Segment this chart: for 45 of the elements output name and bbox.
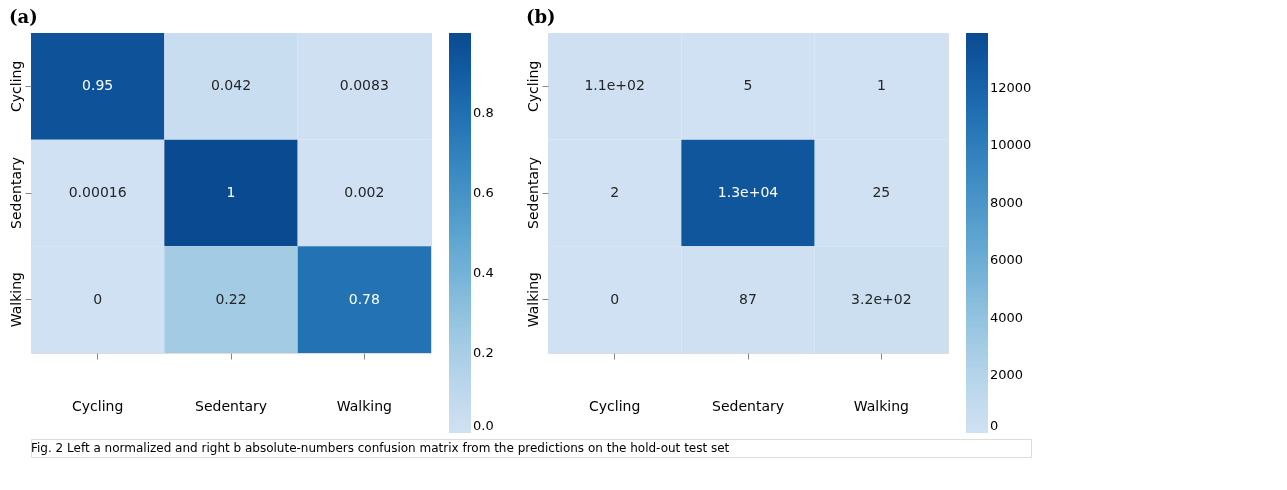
x-tick-label: Walking bbox=[336, 397, 392, 414]
data-label: 0.78 bbox=[348, 290, 380, 307]
y-tick-label: Sedentary bbox=[7, 157, 24, 229]
data-label: 0.002 bbox=[344, 184, 385, 200]
x-tick-label: Cycling bbox=[589, 397, 641, 414]
color-bar-label: 12000 bbox=[990, 79, 1032, 95]
data-label: 1 bbox=[876, 77, 886, 94]
color-bar-label: 2000 bbox=[990, 367, 1024, 383]
color-bar-label: 0 bbox=[990, 418, 999, 433]
y-tick-label: Cycling bbox=[7, 60, 24, 112]
color-bar-label: 4000 bbox=[990, 309, 1024, 325]
color-bar-label: 8000 bbox=[990, 194, 1024, 210]
y-tick-label: Walking bbox=[7, 272, 24, 328]
data-label: 0.0083 bbox=[339, 77, 389, 94]
color-bar-label: 6000 bbox=[990, 252, 1024, 268]
data-label: 0 bbox=[93, 290, 103, 307]
x-tick-label: Cycling bbox=[72, 397, 124, 414]
y-tick-label: Cycling bbox=[524, 60, 541, 112]
data-label: 1.3e+04 bbox=[717, 184, 779, 200]
x-tick-label: Sedentary bbox=[712, 397, 784, 414]
chart-title: (b) bbox=[526, 6, 556, 27]
data-label: 2 bbox=[610, 184, 620, 200]
color-bar-label: 0.8 bbox=[473, 105, 494, 120]
y-tick-label: Walking bbox=[524, 272, 541, 328]
color-bar-label: 0.0 bbox=[473, 418, 494, 433]
y-tick-label: Sedentary bbox=[524, 157, 541, 229]
color-bar-label: 0.2 bbox=[473, 345, 494, 360]
color-bar-label: 0.6 bbox=[473, 185, 494, 200]
chart-title: (a) bbox=[9, 6, 38, 27]
data-label: 3.2e+02 bbox=[851, 290, 912, 307]
data-label: 25 bbox=[872, 184, 891, 200]
data-label: 0 bbox=[610, 290, 620, 307]
x-tick-label: Walking bbox=[853, 397, 909, 414]
data-label: 87 bbox=[739, 290, 757, 307]
data-label: 1 bbox=[226, 184, 236, 200]
data-label: 0.22 bbox=[215, 290, 247, 307]
caption: Fig. 2 Left a normalized and right b absolute-numbers confusion matrix from the predictions on the hold-out test set bbox=[31, 441, 730, 455]
data-label: 5 bbox=[743, 77, 753, 94]
color-bar-label: 0.4 bbox=[473, 265, 494, 280]
data-label: 0.95 bbox=[82, 77, 114, 94]
data-label: 1.1e+02 bbox=[584, 77, 645, 94]
color-bar-label: 10000 bbox=[990, 137, 1032, 153]
data-label: 0.042 bbox=[210, 77, 252, 94]
x-tick-label: Sedentary bbox=[195, 397, 267, 414]
data-label: 0.00016 bbox=[68, 184, 127, 200]
